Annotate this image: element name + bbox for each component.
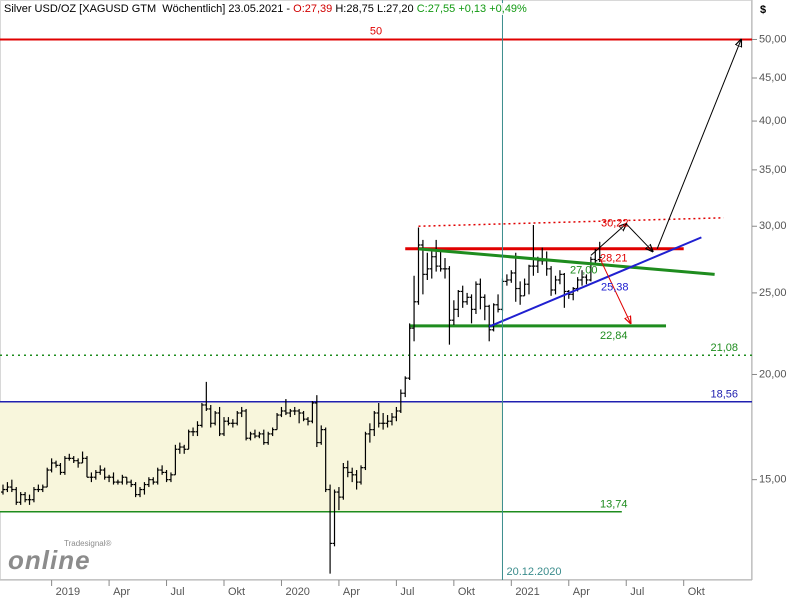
level-label: 21,08 <box>710 342 738 354</box>
level-label: 18,56 <box>710 389 738 401</box>
header-low: L:27,20 <box>376 3 414 15</box>
y-tick-label: 35,00 <box>759 164 787 176</box>
level-label: 13,74 <box>600 499 628 511</box>
arrow <box>656 39 741 250</box>
arrow <box>590 224 626 256</box>
trendline <box>418 247 715 276</box>
x-tick-label: Okt <box>228 586 245 598</box>
x-tick-label: Okt <box>688 586 705 598</box>
x-tick-label: Apr <box>113 586 130 598</box>
x-tick-label: 2021 <box>515 586 539 598</box>
x-tick-label: Jul <box>630 586 644 598</box>
zone <box>0 401 503 512</box>
y-tick-label: 45,00 <box>759 72 787 84</box>
x-tick-label: Jul <box>400 586 414 598</box>
level-label: 50 <box>370 25 382 37</box>
y-tick-label: 20,00 <box>759 368 787 380</box>
x-tick-label: 2019 <box>56 586 80 598</box>
logo-small: Tradesignal® <box>64 539 112 548</box>
header-open: O:27,39 <box>293 3 333 15</box>
header-close: C:27,55 <box>416 3 456 15</box>
x-tick-label: Jul <box>171 586 185 598</box>
x-tick-label: 2020 <box>285 586 309 598</box>
trendline-label: 27,00 <box>570 265 598 277</box>
level-label: 22,84 <box>600 330 628 342</box>
logo-big: online <box>8 545 91 575</box>
y-unit: $ <box>760 4 766 16</box>
date-marker-label: 20.12.2020 <box>506 566 561 578</box>
arrow <box>599 257 631 323</box>
trendline-label: 25,38 <box>601 281 629 293</box>
trendline-label: 30,22 <box>601 217 629 229</box>
header: Silver USD/OZ [XAGUSD GTM Wöchentlich] 2… <box>4 3 527 15</box>
arrow <box>625 223 653 252</box>
y-tick-label: 25,00 <box>759 287 787 299</box>
x-tick-label: Okt <box>458 586 475 598</box>
header-change: +0,13 <box>458 3 487 15</box>
level-label: 28,21 <box>600 253 628 265</box>
logo: Tradesignal® online <box>8 539 111 576</box>
header-high: H:28,75 <box>335 3 374 15</box>
x-tick-label: Apr <box>573 586 590 598</box>
header-instrument: Silver USD/OZ [XAGUSD GTM Wöchentlich] 2… <box>4 3 294 15</box>
trendline <box>488 236 702 328</box>
header-change-pct: +0,49% <box>489 3 527 15</box>
y-tick-label: 15,00 <box>759 474 787 486</box>
y-tick-label: 50,00 <box>759 33 787 45</box>
y-tick-label: 40,00 <box>759 115 787 127</box>
x-tick-label: Apr <box>343 586 360 598</box>
plot <box>0 39 752 574</box>
y-tick-label: 30,00 <box>759 220 787 232</box>
trendline <box>418 217 724 227</box>
